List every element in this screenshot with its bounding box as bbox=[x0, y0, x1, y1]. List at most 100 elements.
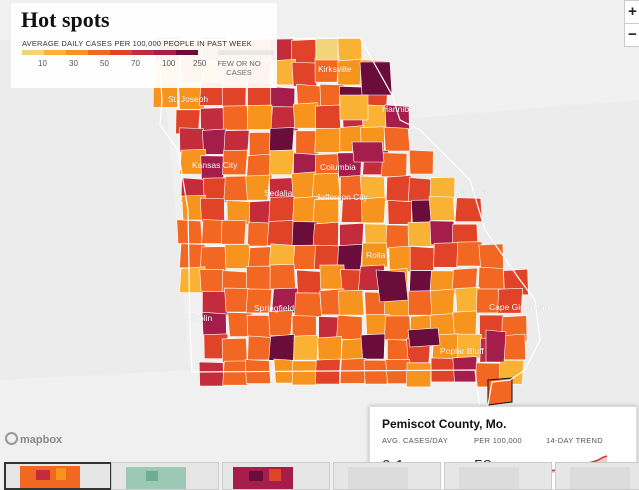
zoom-out-button[interactable]: − bbox=[625, 23, 639, 46]
tooltip-per100k-label: PER 100,000 bbox=[474, 436, 522, 445]
county[interactable] bbox=[223, 129, 250, 155]
mapbox-attribution[interactable]: mapbox bbox=[5, 432, 62, 446]
county[interactable] bbox=[291, 61, 317, 87]
county[interactable] bbox=[452, 356, 478, 383]
county[interactable] bbox=[361, 196, 386, 224]
county[interactable] bbox=[296, 269, 323, 295]
legend-swatch bbox=[132, 50, 154, 55]
county[interactable] bbox=[429, 220, 455, 246]
county[interactable] bbox=[336, 314, 363, 340]
county[interactable] bbox=[176, 219, 203, 245]
county[interactable] bbox=[407, 221, 434, 247]
county[interactable] bbox=[268, 334, 295, 361]
county[interactable] bbox=[221, 337, 248, 364]
zoom-in-button[interactable]: + bbox=[628, 3, 637, 20]
county[interactable] bbox=[222, 149, 248, 176]
county[interactable] bbox=[246, 265, 273, 291]
legend-few-cases-label: FEW OR NO CASES bbox=[217, 59, 261, 77]
county[interactable] bbox=[485, 329, 507, 363]
county[interactable] bbox=[179, 127, 206, 153]
legend-tick-label: 30 bbox=[69, 59, 78, 68]
county[interactable] bbox=[408, 290, 435, 316]
county[interactable] bbox=[293, 292, 323, 318]
county[interactable] bbox=[452, 310, 478, 337]
county[interactable] bbox=[497, 288, 524, 314]
county[interactable] bbox=[430, 288, 455, 316]
county[interactable] bbox=[380, 152, 408, 178]
county[interactable] bbox=[314, 128, 341, 153]
county[interactable] bbox=[383, 126, 411, 152]
legend-swatch bbox=[22, 50, 44, 55]
county[interactable] bbox=[337, 58, 363, 86]
county[interactable] bbox=[200, 107, 227, 133]
thumbnail-map-6[interactable] bbox=[555, 462, 639, 490]
thumbnail-hot-spots[interactable] bbox=[4, 462, 112, 490]
county[interactable] bbox=[269, 127, 295, 153]
city-label: Hannibal bbox=[382, 104, 416, 114]
county[interactable] bbox=[361, 242, 388, 268]
city-label: Kansas City bbox=[192, 160, 238, 170]
county[interactable] bbox=[339, 94, 369, 121]
legend-swatch bbox=[154, 50, 176, 55]
county[interactable] bbox=[338, 289, 365, 316]
county[interactable] bbox=[246, 314, 273, 340]
county[interactable] bbox=[384, 104, 410, 130]
county[interactable] bbox=[385, 174, 412, 202]
county[interactable] bbox=[456, 241, 483, 267]
county[interactable] bbox=[222, 105, 249, 131]
county[interactable] bbox=[268, 196, 295, 222]
county[interactable] bbox=[428, 196, 456, 221]
county[interactable] bbox=[317, 336, 342, 363]
county[interactable] bbox=[375, 269, 409, 303]
county[interactable] bbox=[224, 287, 251, 313]
county[interactable] bbox=[245, 174, 270, 201]
county[interactable] bbox=[315, 104, 341, 131]
county[interactable] bbox=[266, 220, 294, 246]
county[interactable] bbox=[433, 242, 459, 268]
county[interactable] bbox=[408, 149, 434, 175]
tooltip-trend-label: 14-DAY TREND bbox=[546, 436, 603, 445]
county[interactable] bbox=[477, 266, 505, 292]
county[interactable] bbox=[269, 263, 296, 290]
county[interactable] bbox=[407, 327, 441, 348]
county[interactable] bbox=[478, 243, 504, 270]
county[interactable] bbox=[429, 176, 456, 203]
county[interactable] bbox=[314, 153, 341, 179]
county[interactable] bbox=[315, 37, 339, 61]
thumbnail-map-5[interactable] bbox=[444, 462, 552, 490]
county[interactable] bbox=[312, 221, 339, 249]
county[interactable] bbox=[199, 269, 226, 294]
county[interactable] bbox=[223, 175, 251, 201]
county[interactable] bbox=[293, 334, 319, 361]
county[interactable] bbox=[360, 333, 386, 360]
thumbnail-map-4[interactable] bbox=[333, 462, 441, 490]
county[interactable] bbox=[384, 315, 412, 341]
county[interactable] bbox=[336, 37, 363, 62]
thumbnail-map-3[interactable] bbox=[222, 462, 330, 490]
county[interactable] bbox=[363, 359, 389, 385]
county[interactable] bbox=[224, 244, 252, 269]
county[interactable] bbox=[246, 104, 273, 130]
legend-swatch bbox=[110, 50, 132, 55]
county[interactable] bbox=[202, 290, 229, 316]
city-label: St. Louis bbox=[456, 188, 489, 198]
county[interactable] bbox=[220, 219, 247, 245]
county[interactable] bbox=[202, 128, 227, 155]
county[interactable] bbox=[293, 102, 319, 129]
county[interactable] bbox=[199, 197, 225, 223]
county[interactable] bbox=[312, 198, 339, 224]
county[interactable] bbox=[455, 287, 480, 313]
county[interactable] bbox=[387, 199, 413, 225]
state-outline bbox=[157, 37, 541, 412]
county[interactable] bbox=[406, 362, 432, 388]
county[interactable] bbox=[269, 149, 295, 175]
county[interactable] bbox=[198, 361, 224, 387]
county[interactable] bbox=[247, 335, 273, 361]
county[interactable] bbox=[222, 360, 249, 386]
county[interactable] bbox=[268, 310, 293, 336]
thumbnail-map-2[interactable] bbox=[111, 462, 219, 490]
county[interactable] bbox=[351, 141, 385, 163]
county[interactable] bbox=[409, 246, 435, 271]
county[interactable] bbox=[291, 360, 319, 386]
